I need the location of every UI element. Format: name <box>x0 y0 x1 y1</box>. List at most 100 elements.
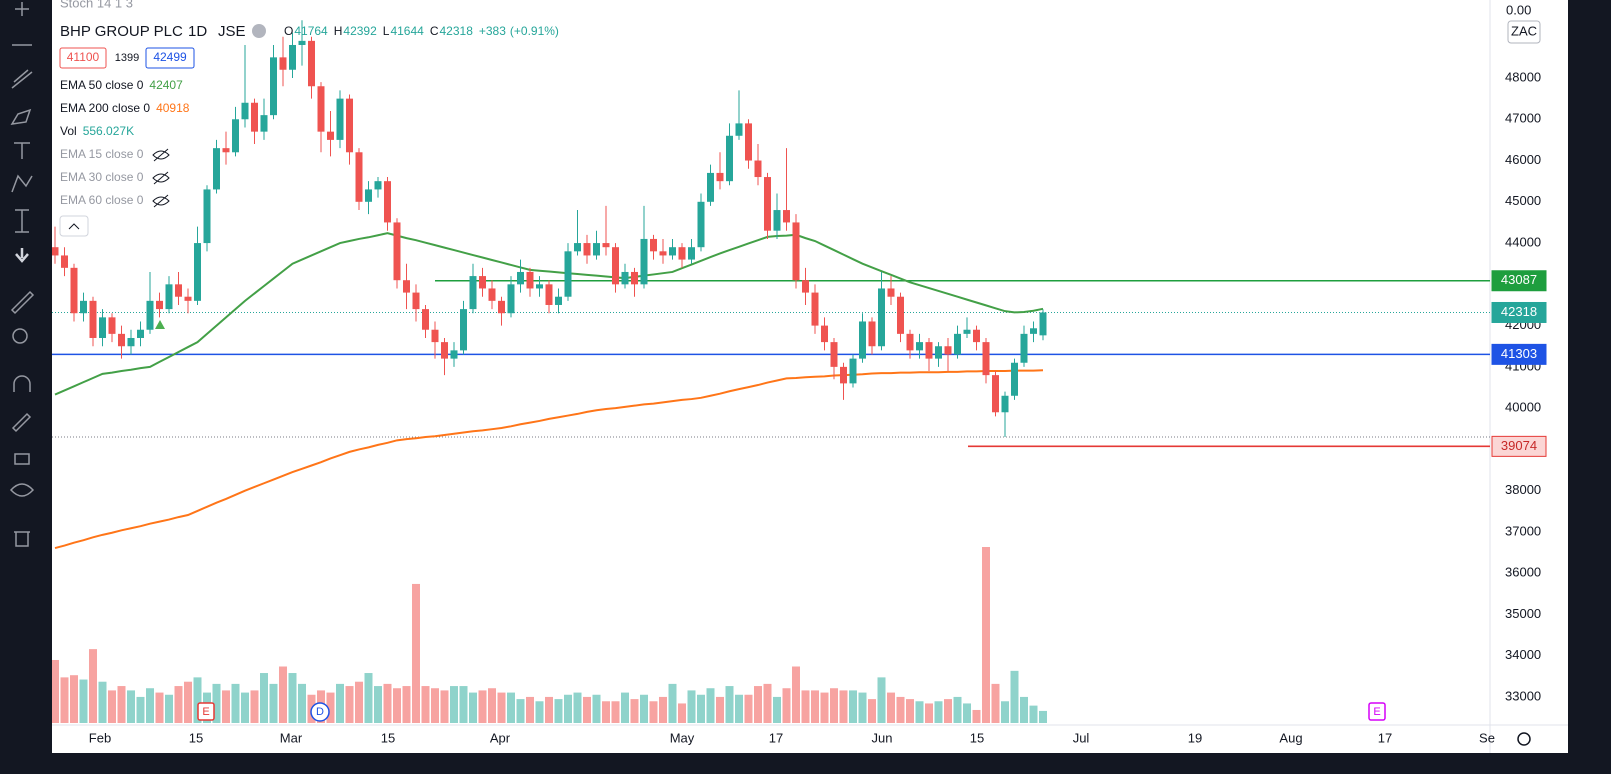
currency[interactable]: ZAC <box>1511 23 1537 38</box>
volume-bar <box>782 688 791 723</box>
volume-bar <box>127 690 135 723</box>
price-badge <box>1491 343 1547 365</box>
magnet-tool[interactable] <box>13 375 31 392</box>
candle-body <box>156 300 163 310</box>
volume-bar <box>687 690 696 723</box>
candle-body <box>1020 333 1028 363</box>
candle-body <box>99 317 106 338</box>
candle-body <box>697 201 705 248</box>
delete-tool[interactable] <box>14 531 30 547</box>
volume-bar <box>1010 670 1019 723</box>
ohlc-label: H <box>334 24 343 38</box>
candle-body <box>289 44 296 70</box>
volume-bar <box>868 699 876 723</box>
bid[interactable]: 41100 <box>67 50 100 64</box>
candle-body <box>973 329 980 343</box>
market-status[interactable] <box>252 24 266 38</box>
volume-bar <box>820 692 829 723</box>
candle-body <box>659 251 667 256</box>
volume-bar <box>678 703 686 723</box>
volume-bar <box>79 679 88 723</box>
candle-body <box>241 102 249 120</box>
ask-box[interactable] <box>145 47 195 69</box>
hidden-icon[interactable] <box>152 171 170 185</box>
volume-bar <box>925 703 933 723</box>
candle-body <box>70 267 78 314</box>
volume-bar <box>136 696 145 723</box>
collapse-legend[interactable] <box>59 215 89 237</box>
indicator-name: EMA 200 close 0 <box>60 101 150 115</box>
currency-box[interactable] <box>1507 20 1541 44</box>
volume-bar <box>298 683 306 723</box>
ohlc-label: C <box>430 24 439 38</box>
candle-body <box>412 292 420 310</box>
volume-bar <box>773 696 781 723</box>
volume-bar <box>393 688 401 723</box>
stoch-scale: 0.00 <box>1506 2 1531 17</box>
pattern-tool[interactable] <box>11 174 33 193</box>
candle-body <box>897 296 904 334</box>
volume-bar <box>944 699 952 723</box>
settings[interactable] <box>1517 732 1531 746</box>
volume-bar <box>830 688 838 723</box>
symbol[interactable]: BHP GROUP PLC <box>60 23 183 40</box>
event-marker[interactable] <box>1368 702 1386 721</box>
candle-body <box>403 280 410 293</box>
candle-body <box>1030 328 1037 334</box>
exchange[interactable]: JSE <box>218 23 246 40</box>
lock-tool[interactable] <box>14 453 30 465</box>
candle-body <box>840 366 847 384</box>
interval[interactable]: 1D <box>188 23 207 40</box>
volume-bar <box>1039 710 1047 723</box>
channel-tool[interactable] <box>11 69 33 89</box>
hidden-icon[interactable] <box>152 148 170 162</box>
event-marker[interactable] <box>197 702 215 721</box>
candle-body <box>184 296 192 301</box>
volume-bar <box>431 688 439 723</box>
volume-bar <box>877 677 886 723</box>
collapse-icon[interactable] <box>68 223 80 230</box>
volume-bar <box>801 690 810 723</box>
x-tick-label: 17 <box>1378 730 1392 745</box>
event-marker[interactable] <box>310 702 330 722</box>
candle-body <box>925 342 933 359</box>
measure-tool[interactable] <box>15 209 29 233</box>
more-tools[interactable] <box>15 248 29 263</box>
candle-body <box>545 284 553 305</box>
text-tool[interactable] <box>14 142 30 159</box>
candle-body <box>849 358 857 384</box>
candle-body <box>887 288 895 297</box>
hidden-icon[interactable] <box>152 194 170 208</box>
candle-body <box>764 177 771 231</box>
volume-bar <box>630 699 639 723</box>
volume-bar <box>98 681 107 723</box>
volume-bar <box>231 683 240 723</box>
volume-bar <box>697 694 705 723</box>
volume-bar <box>336 683 344 723</box>
price-badge-label: 42318 <box>1501 304 1537 319</box>
x-tick-label: Apr <box>490 730 511 745</box>
ask[interactable]: 42499 <box>153 50 187 64</box>
crosshair-tool[interactable] <box>15 2 29 16</box>
candle-body <box>859 321 866 359</box>
candle-body <box>868 321 876 347</box>
candle-body <box>916 342 923 351</box>
drawing-mode-tool[interactable] <box>11 412 32 433</box>
zoom-tool[interactable] <box>12 328 28 344</box>
candle-body <box>336 98 344 140</box>
candle-body <box>498 300 505 314</box>
volume-bar <box>545 696 553 723</box>
brush-tool[interactable] <box>10 108 32 125</box>
candle-body <box>355 152 363 202</box>
volume-name: Vol <box>60 124 77 138</box>
bid-box[interactable] <box>59 47 107 69</box>
x-tick-label: 15 <box>189 730 203 745</box>
volume-bar <box>478 690 487 723</box>
visibility-tool[interactable] <box>9 483 35 497</box>
volume-bar <box>725 686 734 723</box>
ruler-tool[interactable] <box>10 290 35 315</box>
candle-body <box>507 284 515 314</box>
toolbar[interactable] <box>9 2 35 547</box>
volume-bar <box>155 692 164 723</box>
